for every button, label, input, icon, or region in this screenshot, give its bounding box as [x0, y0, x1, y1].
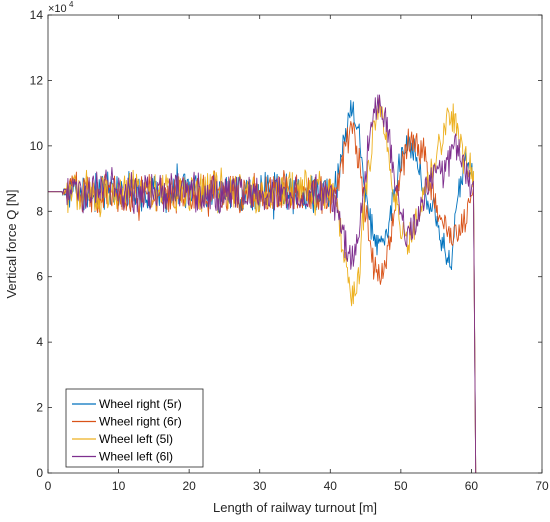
y-axis-label: Vertical force Q [N] — [4, 189, 19, 298]
y-tick-label: 4 — [36, 335, 43, 349]
y-tick-label: 2 — [36, 401, 43, 415]
y-multiplier-exponent: 4 — [69, 0, 74, 9]
x-tick-label: 0 — [45, 479, 52, 493]
y-axis-ticks: 0 2 4 6 8 10 12 14 — [30, 8, 542, 480]
y-tick-label: 12 — [30, 73, 44, 87]
x-tick-label: 70 — [535, 479, 549, 493]
x-tick-label: 40 — [324, 479, 338, 493]
y-tick-label: 14 — [30, 8, 44, 22]
y-multiplier: ×10 — [48, 3, 67, 15]
x-tick-label: 50 — [394, 479, 408, 493]
axes-box — [47, 14, 543, 474]
legend-box — [65, 388, 204, 468]
y-tick-label: 6 — [36, 270, 43, 284]
legend: Wheel right (5r) Wheel right (6r) Wheel le… — [65, 388, 204, 468]
x-axis-label: Length of railway turnout [m] — [213, 500, 377, 515]
y-tick-label: 10 — [30, 139, 44, 153]
x-tick-label: 60 — [465, 479, 479, 493]
legend-label: Wheel right (6r) — [99, 415, 182, 429]
x-axis-ticks: 0 10 20 30 40 50 60 70 — [45, 15, 549, 493]
x-tick-label: 20 — [182, 479, 196, 493]
y-tick-label: 8 — [36, 204, 43, 218]
series-layer — [48, 94, 477, 474]
legend-label: Wheel left (5l) — [99, 432, 173, 446]
x-tick-label: 10 — [112, 479, 126, 493]
series-line — [48, 94, 477, 474]
legend-label: Wheel right (5r) — [99, 397, 182, 411]
y-tick-label: 0 — [36, 466, 43, 480]
legend-label: Wheel left (6l) — [99, 450, 173, 464]
x-tick-label: 30 — [253, 479, 267, 493]
